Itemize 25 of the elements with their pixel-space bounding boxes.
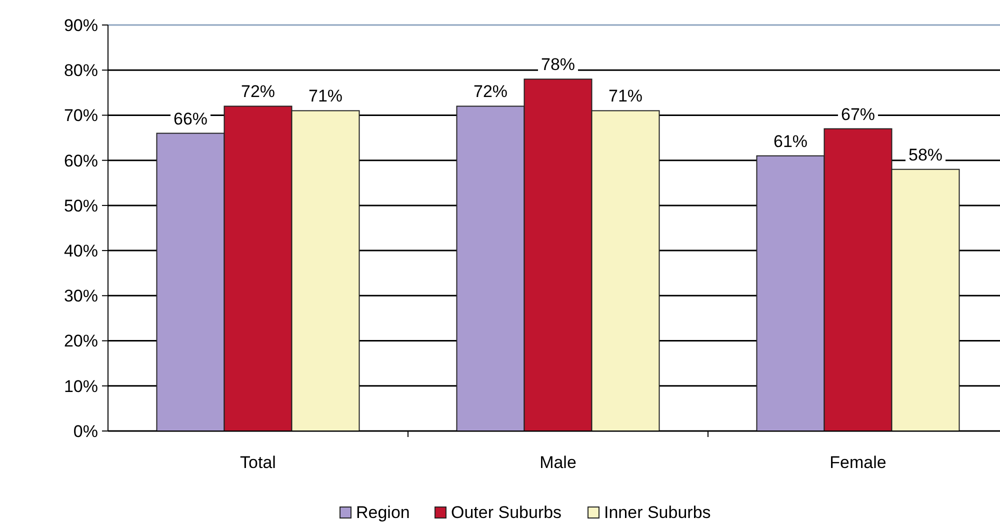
data-label: 72% [473, 82, 508, 102]
x-tick-label: Female [830, 453, 886, 472]
legend-label: Inner Suburbs [604, 503, 711, 522]
y-tick-label: 20% [64, 332, 98, 351]
legend-label: Region [356, 503, 410, 522]
y-tick-label: 30% [64, 286, 98, 306]
y-tick-label: 80% [64, 61, 98, 80]
y-tick-label: 90% [64, 16, 98, 35]
data-label: 78% [540, 55, 576, 74]
data-label: 66% [173, 109, 208, 128]
y-tick-label: 60% [64, 151, 98, 170]
x-tick-label: Total [240, 453, 276, 472]
data-label: 61% [773, 132, 808, 151]
y-tick-label: 10% [64, 376, 98, 396]
y-tick-label: 40% [64, 242, 98, 261]
data-label: 72% [240, 82, 276, 102]
y-tick-label: 70% [64, 106, 98, 126]
data-label: 71% [308, 86, 343, 106]
data-label: 67% [840, 104, 876, 124]
data-label: 71% [608, 86, 643, 106]
y-tick-label: 0% [73, 422, 98, 441]
data-label: 58% [908, 145, 943, 164]
x-tick-label: Male [540, 453, 576, 472]
legend-label: Outer Suburbs [451, 503, 562, 522]
y-tick-label: 50% [64, 196, 98, 216]
